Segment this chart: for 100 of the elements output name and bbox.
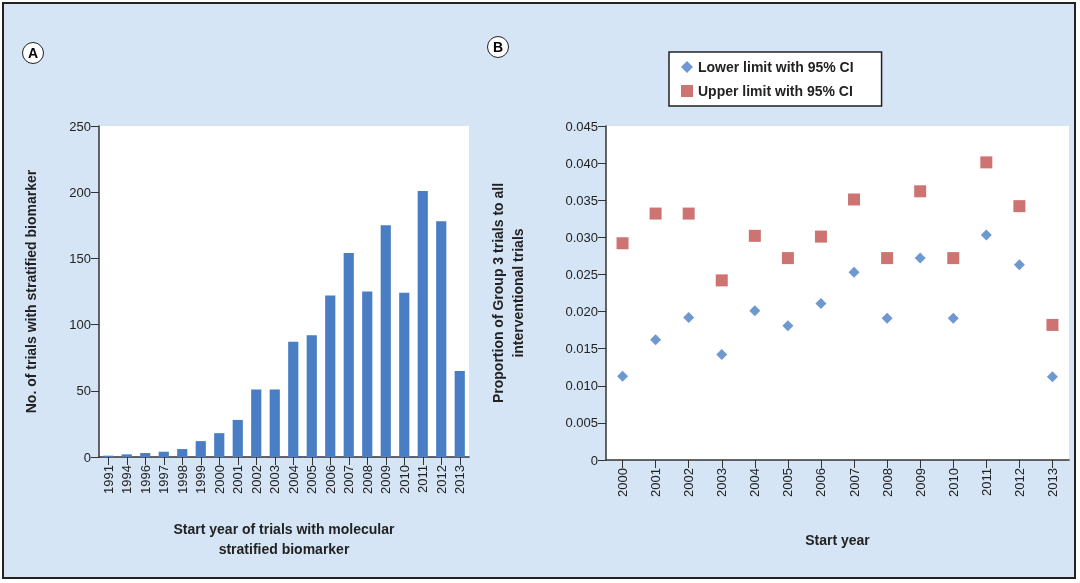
legend-label: Lower limit with 95% CI xyxy=(698,59,854,75)
point xyxy=(649,207,662,220)
point xyxy=(682,207,695,220)
x-tick-label: 2004 xyxy=(747,468,763,497)
y-tick-label: 0.020 xyxy=(565,304,598,320)
bar xyxy=(195,441,206,457)
x-tick-label: 2003 xyxy=(714,468,730,497)
y-tick-label: 0.030 xyxy=(565,229,598,245)
bar xyxy=(325,295,336,457)
bar xyxy=(417,190,428,457)
point xyxy=(683,311,695,323)
point xyxy=(947,252,960,265)
bar xyxy=(158,451,169,457)
x-tick-label: 2004 xyxy=(285,465,301,494)
y-tick-label: 0.015 xyxy=(565,341,598,357)
x-tick-label: 2012 xyxy=(433,465,449,494)
y-tick-label: 0 xyxy=(590,452,598,468)
point xyxy=(617,370,629,382)
x-tick-label: 2012 xyxy=(1011,468,1027,497)
x-tick-label: 2000 xyxy=(211,465,227,494)
y-tick-label: 150 xyxy=(69,250,91,266)
bar xyxy=(121,454,132,457)
point xyxy=(715,274,728,287)
point xyxy=(914,185,927,198)
point xyxy=(616,237,629,250)
bar xyxy=(177,449,188,457)
bar xyxy=(399,292,410,457)
x-tick-label: 2005 xyxy=(780,468,796,497)
y-tick-label: 0.035 xyxy=(565,192,598,208)
point xyxy=(814,230,827,243)
point xyxy=(716,349,728,361)
x-tick-label: 2007 xyxy=(341,465,357,494)
x-tick-label: 2008 xyxy=(359,465,375,494)
bar xyxy=(380,225,391,457)
bar xyxy=(288,341,299,457)
point xyxy=(650,334,662,346)
x-tick-label: 2013 xyxy=(452,465,468,494)
bar xyxy=(306,335,317,457)
point xyxy=(1013,200,1026,213)
point xyxy=(980,156,993,169)
bar xyxy=(362,291,373,457)
y-tick-label: 50 xyxy=(76,383,91,399)
x-tick-label: 2010 xyxy=(945,468,961,497)
x-axis-title: Start year xyxy=(805,532,871,548)
x-tick-label: 1999 xyxy=(193,465,209,494)
point xyxy=(1046,371,1058,383)
x-tick-label: 1994 xyxy=(119,465,135,494)
x-tick-label: 2006 xyxy=(813,468,829,497)
bar xyxy=(454,370,465,457)
bar xyxy=(232,419,243,457)
legend-label: Upper limit with 95% CI xyxy=(698,83,853,99)
bar xyxy=(214,433,225,457)
x-tick-label: 2009 xyxy=(378,465,394,494)
x-tick-label: 2003 xyxy=(267,465,283,494)
bar xyxy=(343,253,354,457)
point xyxy=(1046,318,1059,331)
x-tick-label: 2001 xyxy=(230,465,246,494)
y-axis-title: Proportion of Group 3 trials to all interventional trials xyxy=(490,182,526,404)
x-tick-label: 1998 xyxy=(174,465,190,494)
x-tick-label: 2011 xyxy=(415,465,431,493)
x-tick-label: 2007 xyxy=(846,468,862,497)
y-axis-title: No. of trials with stratified biomarker xyxy=(23,169,39,414)
y-tick-label: 0.040 xyxy=(565,155,598,171)
x-tick-label: 2013 xyxy=(1044,468,1060,497)
x-tick-label: 2002 xyxy=(248,465,264,494)
x-tick-label: 2010 xyxy=(396,465,412,494)
point xyxy=(848,266,860,278)
x-axis-title: Start year of trials with molecular stratified biomarker xyxy=(173,521,396,557)
point xyxy=(815,297,827,309)
y-tick-label: 0.045 xyxy=(565,118,598,134)
y-tick-label: 200 xyxy=(69,184,91,200)
bar xyxy=(140,453,151,457)
x-tick-label: 2011 xyxy=(978,468,994,496)
y-tick-label: 0 xyxy=(83,449,91,465)
y-tick-label: 0.025 xyxy=(565,266,598,282)
x-tick-label: 2006 xyxy=(322,465,338,494)
point xyxy=(782,320,794,332)
point xyxy=(914,252,926,264)
bar xyxy=(251,389,262,457)
x-tick-label: 1997 xyxy=(156,465,172,494)
point xyxy=(1013,259,1025,271)
x-tick-label: 2000 xyxy=(615,468,631,497)
x-tick-label: 2001 xyxy=(648,468,664,497)
x-tick-label: 2005 xyxy=(304,465,320,494)
x-tick-label: 2002 xyxy=(681,468,697,497)
y-tick-label: 0.005 xyxy=(565,415,598,431)
point xyxy=(781,252,794,265)
y-tick-label: 100 xyxy=(69,317,91,333)
bar xyxy=(269,389,280,457)
y-tick-label: 0.010 xyxy=(565,378,598,394)
x-tick-label: 2008 xyxy=(879,468,895,497)
x-tick-label: 2009 xyxy=(912,468,928,497)
point xyxy=(748,229,761,242)
point xyxy=(881,312,893,324)
text: B xyxy=(487,36,509,58)
point xyxy=(848,193,861,206)
point xyxy=(881,252,894,265)
x-tick-label: 1991 xyxy=(100,465,116,494)
point xyxy=(980,229,992,241)
text: A xyxy=(22,42,44,64)
